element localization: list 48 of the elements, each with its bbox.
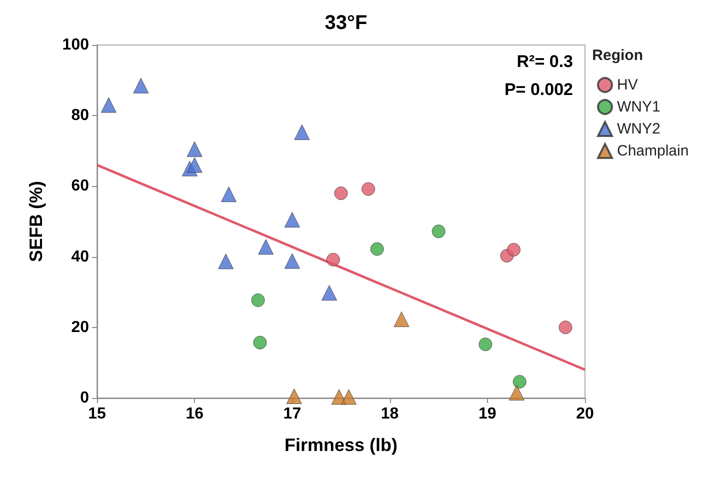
x-tick-label: 20 [576,406,594,422]
point [341,389,357,405]
point [218,254,234,270]
x-tick-label: 19 [478,406,496,422]
point [370,242,384,256]
y-tick-label: 60 [71,178,90,195]
point [253,336,267,350]
x-tick-label: 16 [186,406,204,422]
legend-label: Champlain [617,142,689,160]
point [221,186,237,202]
point [326,252,340,266]
point [294,124,310,140]
point [284,253,300,269]
point [100,97,116,113]
y-tick-label: 20 [71,318,90,336]
point [286,388,302,404]
legend-title: Region [592,47,644,64]
y-tick-label: 0 [80,390,90,406]
y-tick-label: 100 [62,36,90,54]
y-axis-title: SEFB (%) [26,180,46,262]
point [251,293,265,307]
legend-label: WNY1 [617,98,660,116]
point [334,186,348,200]
x-axis-title: Firmness (lb) [284,435,398,455]
legend-label: HV [617,76,638,94]
y-tick-label: 80 [71,107,90,124]
point [507,242,520,256]
x-tick-label: 15 [88,406,106,422]
point [478,338,492,352]
point [322,285,338,301]
annotation: R²= 0.3 [516,52,574,71]
point [258,239,274,255]
x-tick-label: 18 [380,406,399,422]
point [558,320,572,334]
legend-label: WNY2 [617,120,660,138]
point [512,375,526,389]
point [284,212,300,228]
point [186,141,202,157]
point [186,157,202,173]
point [133,78,149,94]
y-tick-label: 40 [71,248,90,266]
annotation: P= 0.002 [504,80,573,99]
chart-title: 33°F [324,12,368,34]
point [394,312,410,328]
point [432,224,446,238]
point [508,384,524,400]
x-tick-label: 17 [283,406,302,422]
point [362,182,376,196]
